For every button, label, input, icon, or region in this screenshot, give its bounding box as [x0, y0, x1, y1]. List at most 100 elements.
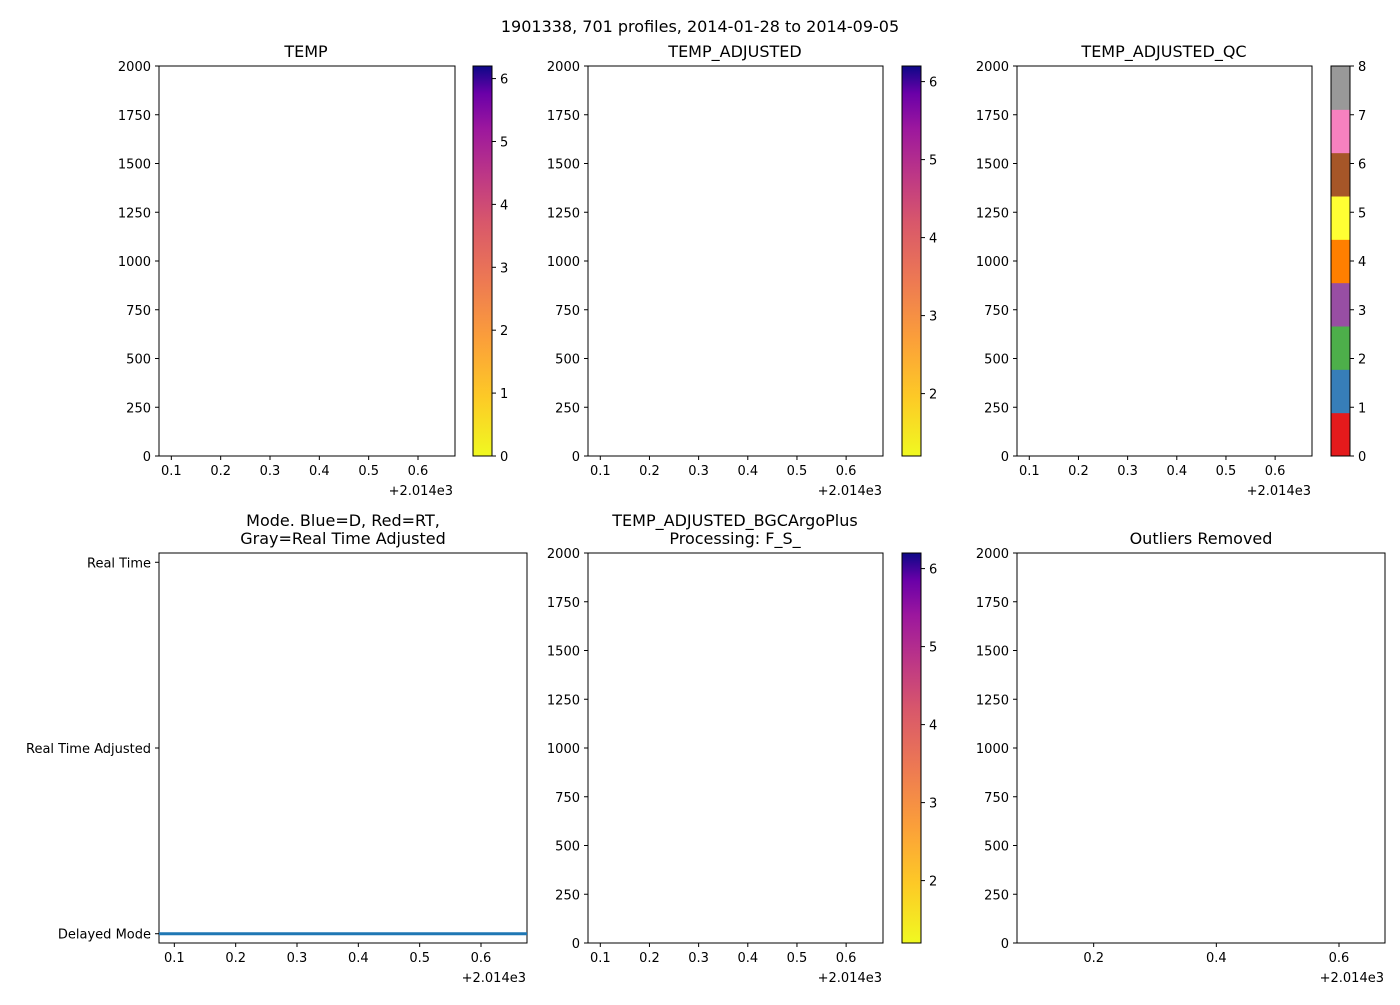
y-tick-label: 1250 — [547, 693, 580, 708]
y-tick-label: 1750 — [547, 109, 580, 124]
x-axis: 0.1 0.2 0.3 0.4 0.5 0.6 — [164, 943, 491, 966]
colorbar-segment — [1331, 326, 1350, 370]
x-tick-label: 0.2 — [639, 951, 660, 966]
y-tick-label: 250 — [984, 401, 1009, 416]
colorbar-tick-label: 3 — [1358, 304, 1366, 319]
y-tick-label: 250 — [555, 888, 580, 903]
y-tick-label: 2000 — [547, 60, 580, 75]
y-tick-label: 1000 — [547, 255, 580, 270]
panel-title: TEMP — [283, 42, 328, 61]
colorbar-tick-label: 3 — [929, 797, 937, 812]
colorbar-segment — [1331, 412, 1350, 457]
y-axis: 0 250 500 750 1000 1250 1500 1750 2000 — [976, 547, 1017, 952]
panel-title-line-1: Mode. Blue=D, Red=RT, — [246, 511, 440, 530]
x-tick-label: 0.4 — [737, 464, 758, 479]
x-tick-label: 0.5 — [787, 951, 808, 966]
colorbar-tick-label: 1 — [1358, 401, 1366, 416]
x-tick-label: 0.2 — [210, 464, 231, 479]
x-tick-label: 0.2 — [1068, 464, 1089, 479]
y-tick-label: 2000 — [976, 60, 1009, 75]
x-tick-label: 0.4 — [1166, 464, 1187, 479]
y-tick-label: 1500 — [547, 158, 580, 173]
y-tick-label: 1000 — [547, 742, 580, 757]
y-axis: 0 250 500 750 1000 1250 1500 1750 2000 — [547, 547, 588, 952]
x-offset-label: +2.014e3 — [1320, 971, 1384, 986]
colorbar-tick-label: 6 — [929, 563, 937, 578]
x-axis: 0.1 0.2 0.3 0.4 0.5 0.6 — [161, 456, 428, 479]
colorbar-tick-label: 6 — [500, 73, 508, 88]
y-tick-label: 500 — [984, 840, 1009, 855]
y-tick-label: 500 — [126, 353, 151, 368]
y-tick-label: 1750 — [118, 109, 151, 124]
x-tick-label: 0.1 — [161, 464, 182, 479]
y-tick-label: 0 — [143, 450, 151, 465]
y-tick-label: 750 — [984, 791, 1009, 806]
y-tick-label: 500 — [555, 353, 580, 368]
y-tick-label: 1000 — [976, 255, 1009, 270]
colorbar-tick-label: 2 — [929, 875, 937, 890]
y-tick-label: 1000 — [976, 742, 1009, 757]
colorbar-frame — [901, 65, 922, 457]
y-tick-label: 250 — [984, 888, 1009, 903]
y-tick-label: 750 — [555, 304, 580, 319]
y-tick-label: 1500 — [547, 645, 580, 660]
y-tick-label: 1250 — [976, 206, 1009, 221]
panel-title-line-1: TEMP_ADJUSTED_BGCArgoPlus — [611, 511, 857, 531]
x-tick-label: 0.1 — [1019, 464, 1040, 479]
x-tick-label: 0.2 — [1083, 951, 1104, 966]
plot-area — [587, 552, 884, 944]
colorbar: 0 1 2 3 4 5 6 — [472, 65, 508, 465]
plot-area — [587, 65, 884, 457]
colorbar-segment — [1331, 66, 1350, 110]
y-tick-label: 0 — [572, 937, 580, 952]
y-tick-label: 1500 — [976, 645, 1009, 660]
y-tick-label: 1000 — [118, 255, 151, 270]
colorbar-tick-label: 5 — [929, 641, 937, 656]
panel-title-line-2: Processing: F_S_ — [669, 529, 801, 549]
x-tick-label: 0.4 — [309, 464, 330, 479]
colorbar-tick-label: 5 — [500, 135, 508, 150]
x-tick-label: 0.5 — [1216, 464, 1237, 479]
colorbar-frame — [901, 552, 922, 944]
x-tick-label: 0.4 — [348, 951, 369, 966]
panel-mode: Mode. Blue=D, Red=RT, Gray=Real Time Adj… — [26, 511, 528, 986]
colorbar-tick-label: 4 — [929, 232, 937, 247]
panel-bgcargoplus: TEMP_ADJUSTED_BGCArgoPlus Processing: F_… — [547, 511, 937, 986]
panel-title: Outliers Removed — [1130, 529, 1273, 548]
x-tick-label: 0.5 — [409, 951, 430, 966]
y-tick-label: Delayed Mode — [58, 928, 151, 943]
y-axis: 0 250 500 750 1000 1250 1500 1750 2000 — [547, 60, 588, 465]
x-axis: 0.1 0.2 0.3 0.4 0.5 0.6 — [590, 943, 856, 966]
colorbar-tick-label: 6 — [1358, 158, 1366, 173]
colorbar-tick-label: 4 — [929, 719, 937, 734]
colorbar-tick-label: 2 — [1358, 353, 1366, 368]
y-axis: 0 250 500 750 1000 1250 1500 1750 2000 — [976, 60, 1017, 465]
colorbar-tick-label: 0 — [1358, 450, 1366, 465]
y-tick-label: 0 — [1001, 937, 1009, 952]
x-offset-label: +2.014e3 — [389, 484, 453, 499]
colorbar-tick-label: 4 — [500, 198, 508, 213]
panel-title: TEMP_ADJUSTED — [667, 42, 801, 62]
colorbar-tick-label: 7 — [1358, 109, 1366, 124]
x-offset-label: +2.014e3 — [818, 484, 882, 499]
colorbar-gradient — [902, 66, 921, 456]
colorbar-segment — [1331, 196, 1350, 240]
y-tick-label: 1250 — [976, 693, 1009, 708]
y-tick-label: 500 — [555, 840, 580, 855]
colorbar: 2 3 4 5 6 — [901, 65, 937, 457]
x-tick-label: 0.3 — [287, 951, 308, 966]
x-tick-label: 0.3 — [1117, 464, 1138, 479]
y-tick-label: 750 — [984, 304, 1009, 319]
plot-area — [158, 552, 528, 944]
y-tick-label: 2000 — [118, 60, 151, 75]
y-tick-label: 0 — [572, 450, 580, 465]
x-tick-label: 0.1 — [590, 464, 611, 479]
x-offset-label: +2.014e3 — [1247, 484, 1311, 499]
y-tick-label: 1750 — [976, 109, 1009, 124]
colorbar-tick-label: 6 — [929, 76, 937, 91]
colorbar-gradient — [473, 66, 492, 456]
colorbar-tick-label: 1 — [500, 387, 508, 402]
y-tick-label: 250 — [126, 401, 151, 416]
x-axis: 0.2 0.4 0.6 — [1083, 943, 1349, 966]
